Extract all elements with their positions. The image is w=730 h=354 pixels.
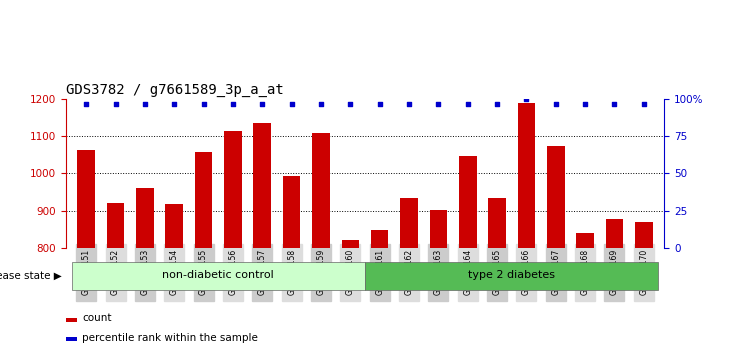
Bar — [547, 145, 564, 248]
Point — [256, 101, 268, 107]
Bar — [166, 204, 183, 248]
Bar — [371, 230, 388, 248]
Bar — [606, 219, 623, 248]
Bar — [224, 131, 242, 248]
Point — [198, 101, 210, 107]
Point — [374, 101, 385, 107]
Bar — [195, 152, 212, 248]
Bar — [312, 133, 330, 248]
Bar — [429, 210, 447, 248]
Bar — [518, 103, 535, 248]
Point — [520, 96, 532, 102]
Point — [432, 101, 444, 107]
Point — [609, 101, 620, 107]
Bar — [66, 318, 77, 322]
Bar — [77, 150, 95, 248]
Text: non-diabetic control: non-diabetic control — [162, 270, 274, 280]
Bar — [253, 123, 271, 248]
Bar — [66, 337, 77, 341]
Point — [462, 101, 474, 107]
Text: count: count — [82, 313, 112, 323]
Text: percentile rank within the sample: percentile rank within the sample — [82, 332, 258, 343]
Bar — [488, 198, 506, 248]
Point — [110, 101, 121, 107]
Point — [345, 101, 356, 107]
Point — [139, 101, 151, 107]
Bar — [459, 156, 477, 248]
Point — [550, 101, 561, 107]
Bar — [365, 262, 658, 290]
Point — [638, 101, 650, 107]
Point — [169, 101, 180, 107]
Bar — [107, 203, 124, 248]
Bar — [576, 233, 594, 248]
Bar — [136, 188, 154, 248]
Text: disease state ▶: disease state ▶ — [0, 271, 62, 281]
Bar — [342, 240, 359, 248]
Text: GDS3782 / g7661589_3p_a_at: GDS3782 / g7661589_3p_a_at — [66, 83, 283, 97]
Bar — [283, 176, 301, 248]
Point — [315, 101, 327, 107]
Point — [286, 101, 298, 107]
Point — [491, 101, 503, 107]
Bar — [635, 222, 653, 248]
Point — [403, 101, 415, 107]
Text: type 2 diabetes: type 2 diabetes — [468, 270, 556, 280]
Point — [80, 101, 92, 107]
Bar — [400, 198, 418, 248]
Bar — [72, 262, 365, 290]
Point — [227, 101, 239, 107]
Point — [579, 101, 591, 107]
